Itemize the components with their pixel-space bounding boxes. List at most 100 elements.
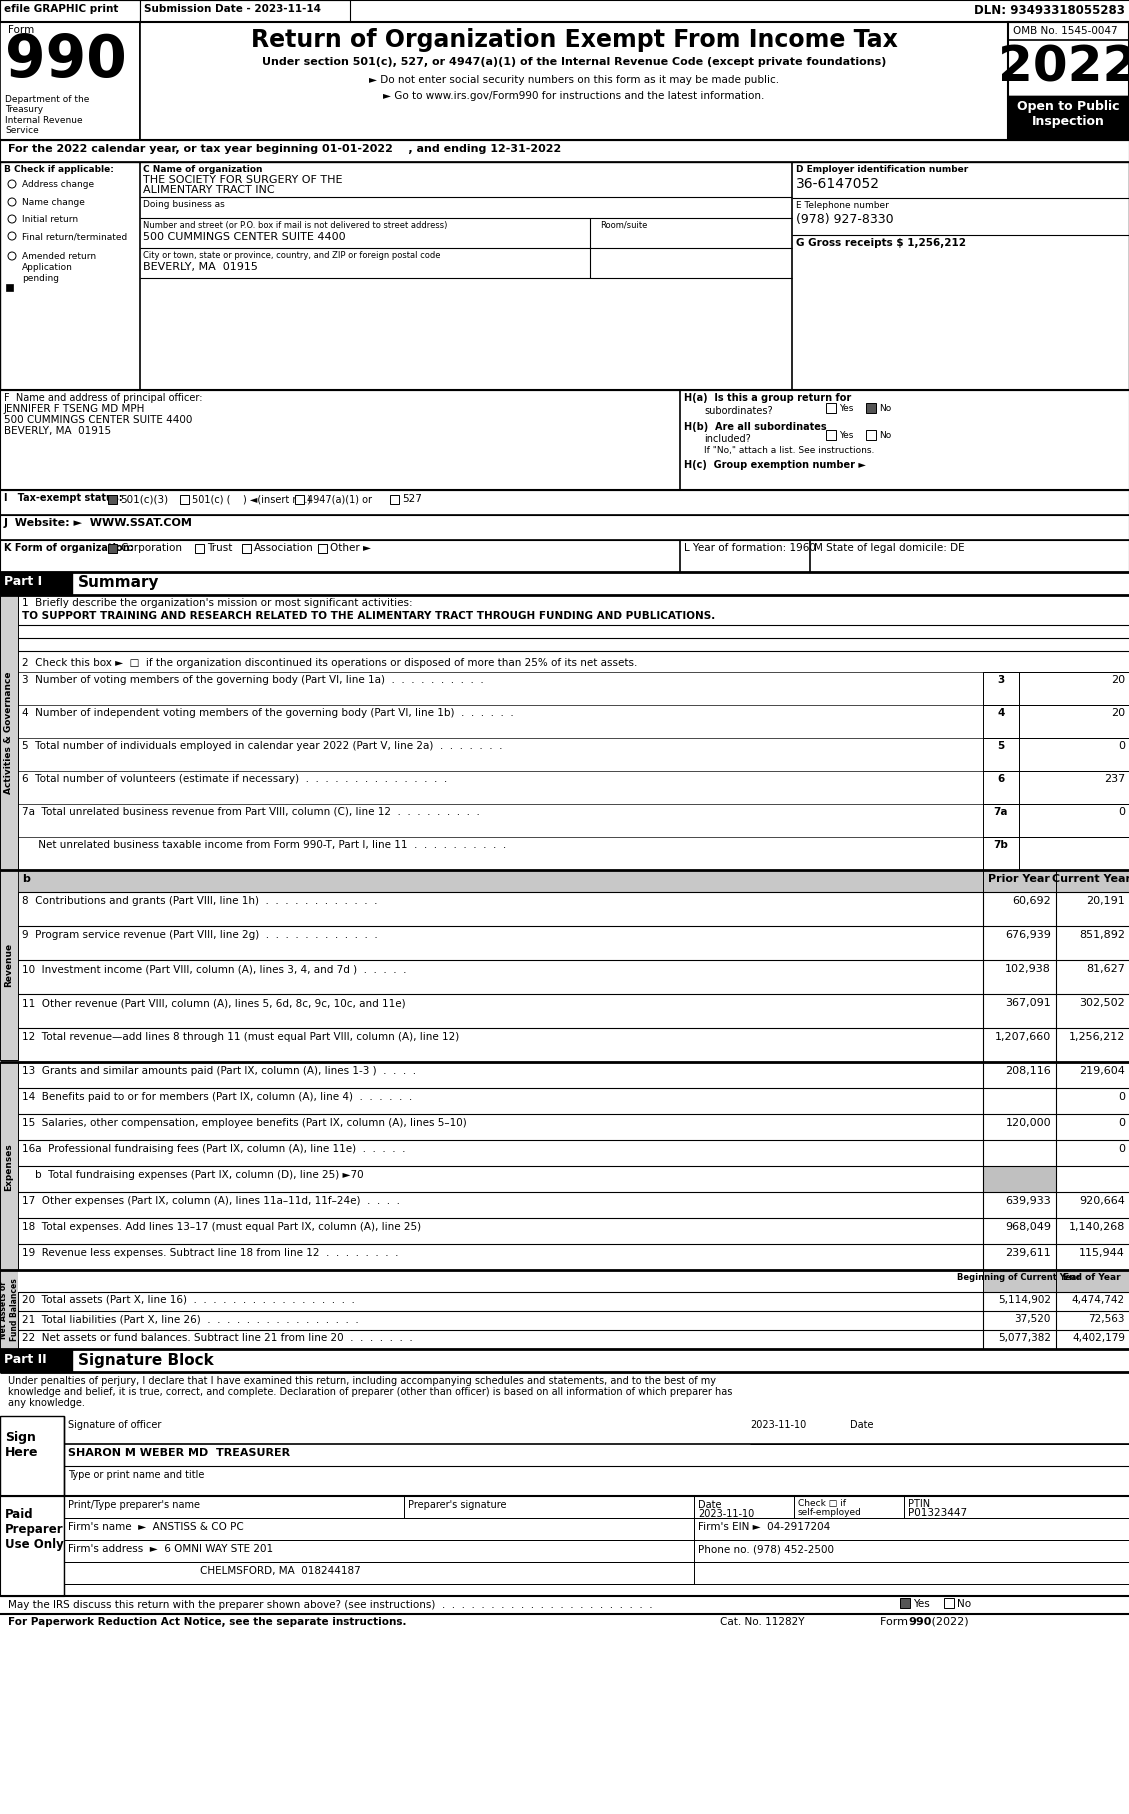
Text: b: b <box>21 874 29 883</box>
Bar <box>0 541 1129 571</box>
Text: No: No <box>957 1598 971 1609</box>
Bar <box>108 495 117 504</box>
Text: 16a  Professional fundraising fees (Part IX, column (A), line 11e)  .  .  .  .  : 16a Professional fundraising fees (Part … <box>21 1145 405 1154</box>
Bar <box>0 571 72 595</box>
Text: No: No <box>879 405 891 414</box>
Text: Paid
Preparer
Use Only: Paid Preparer Use Only <box>5 1507 63 1551</box>
Text: Preparer's signature: Preparer's signature <box>408 1500 507 1509</box>
Text: Prior Year: Prior Year <box>988 874 1050 883</box>
Text: P01323447: P01323447 <box>908 1507 968 1518</box>
Text: 15  Salaries, other compensation, employee benefits (Part IX, column (A), lines : 15 Salaries, other compensation, employe… <box>21 1117 466 1128</box>
Text: K Form of organization:: K Form of organization: <box>5 542 133 553</box>
Text: 10  Investment income (Part VIII, column (A), lines 3, 4, and 7d )  .  .  .  .  : 10 Investment income (Part VIII, column … <box>21 963 406 974</box>
Text: For the 2022 calendar year, or tax year beginning 01-01-2022    , and ending 12-: For the 2022 calendar year, or tax year … <box>8 143 561 154</box>
Text: No: No <box>879 432 891 441</box>
Text: Address change: Address change <box>21 180 94 189</box>
Text: 20: 20 <box>1111 675 1124 686</box>
Text: 20: 20 <box>1111 707 1124 718</box>
Text: 501(c) (    ) ◄(insert no.): 501(c) ( ) ◄(insert no.) <box>192 493 312 504</box>
Text: 5  Total number of individuals employed in calendar year 2022 (Part V, line 2a) : 5 Total number of individuals employed i… <box>21 740 502 751</box>
Text: E Telephone number: E Telephone number <box>796 201 889 210</box>
Bar <box>1008 96 1129 140</box>
Text: End of Year: End of Year <box>1064 1273 1121 1282</box>
Bar <box>866 430 876 441</box>
Text: Yes: Yes <box>913 1598 930 1609</box>
Text: Corporation: Corporation <box>120 542 182 553</box>
Text: (978) 927-8330: (978) 927-8330 <box>796 212 894 227</box>
Text: 208,116: 208,116 <box>1005 1067 1051 1076</box>
Bar <box>295 495 304 504</box>
Text: Open to Public
Inspection: Open to Public Inspection <box>1017 100 1119 129</box>
Text: 302,502: 302,502 <box>1079 998 1124 1009</box>
Bar <box>1019 738 1129 771</box>
Text: 2022: 2022 <box>998 44 1129 91</box>
Text: 0: 0 <box>1118 1092 1124 1101</box>
Text: 115,944: 115,944 <box>1079 1248 1124 1257</box>
Bar <box>0 140 1129 161</box>
Text: 2023-11-10: 2023-11-10 <box>750 1420 806 1429</box>
Bar <box>983 871 1056 892</box>
Text: 12  Total revenue—add lines 8 through 11 (must equal Part VIII, column (A), line: 12 Total revenue—add lines 8 through 11 … <box>21 1032 460 1041</box>
Bar <box>1019 706 1129 738</box>
Text: May the IRS discuss this return with the preparer shown above? (see instructions: May the IRS discuss this return with the… <box>8 1600 653 1611</box>
Text: Check □ if: Check □ if <box>798 1498 846 1507</box>
Text: H(b)  Are all subordinates: H(b) Are all subordinates <box>684 423 826 432</box>
Text: D Employer identification number: D Employer identification number <box>796 165 969 174</box>
Bar <box>826 430 835 441</box>
Bar <box>983 706 1019 738</box>
Bar <box>1019 671 1129 706</box>
Text: 2  Check this box ►  □  if the organization discontinued its operations or dispo: 2 Check this box ► □ if the organization… <box>21 658 638 668</box>
Text: I   Tax-exempt status:: I Tax-exempt status: <box>5 493 123 502</box>
Text: Initial return: Initial return <box>21 216 78 223</box>
Text: 6  Total number of volunteers (estimate if necessary)  .  .  .  .  .  .  .  .  .: 6 Total number of volunteers (estimate i… <box>21 775 447 784</box>
Circle shape <box>8 198 16 207</box>
Bar <box>64 1562 694 1584</box>
Text: 3  Number of voting members of the governing body (Part VI, line 1a)  .  .  .  .: 3 Number of voting members of the govern… <box>21 675 483 686</box>
Text: 8  Contributions and grants (Part VIII, line 1h)  .  .  .  .  .  .  .  .  .  .  : 8 Contributions and grants (Part VIII, l… <box>21 896 377 905</box>
Text: 20,191: 20,191 <box>1086 896 1124 905</box>
Bar <box>1019 771 1129 804</box>
Text: 920,664: 920,664 <box>1079 1195 1124 1206</box>
Text: Current Year: Current Year <box>1052 874 1129 883</box>
Text: 4,474,742: 4,474,742 <box>1071 1295 1124 1304</box>
Text: F  Name and address of principal officer:: F Name and address of principal officer: <box>5 394 202 403</box>
Bar <box>0 390 1129 490</box>
Bar <box>140 22 1008 140</box>
Text: Date: Date <box>698 1500 721 1509</box>
Text: B Check if applicable:: B Check if applicable: <box>5 165 114 174</box>
Bar <box>866 403 876 414</box>
Bar <box>1019 804 1129 836</box>
Text: 501(c)(3): 501(c)(3) <box>120 493 168 504</box>
Text: 4  Number of independent voting members of the governing body (Part VI, line 1b): 4 Number of independent voting members o… <box>21 707 514 718</box>
Text: OMB No. 1545-0047: OMB No. 1545-0047 <box>1013 25 1118 36</box>
Text: 72,563: 72,563 <box>1088 1313 1124 1324</box>
Text: 60,692: 60,692 <box>1013 896 1051 905</box>
Text: 4: 4 <box>997 707 1005 718</box>
Text: Association: Association <box>254 542 314 553</box>
Text: self-employed: self-employed <box>798 1507 861 1517</box>
Bar <box>6 285 14 290</box>
Text: 0: 0 <box>1118 1145 1124 1154</box>
Text: 1,140,268: 1,140,268 <box>1069 1223 1124 1232</box>
Text: CHELMSFORD, MA  018244187: CHELMSFORD, MA 018244187 <box>200 1565 361 1576</box>
Bar <box>944 1598 954 1607</box>
Text: SHARON M WEBER MD  TREASURER: SHARON M WEBER MD TREASURER <box>68 1448 290 1458</box>
Bar <box>64 1540 694 1562</box>
Text: 968,049: 968,049 <box>1005 1223 1051 1232</box>
Text: Firm's EIN ►  04-2917204: Firm's EIN ► 04-2917204 <box>698 1522 830 1533</box>
Bar <box>1056 1270 1129 1292</box>
Bar <box>983 804 1019 836</box>
Text: Form: Form <box>879 1616 911 1627</box>
Bar <box>0 595 18 871</box>
Text: Revenue: Revenue <box>5 943 14 987</box>
Bar <box>390 495 399 504</box>
Text: Date: Date <box>850 1420 874 1429</box>
Text: 5,077,382: 5,077,382 <box>998 1333 1051 1342</box>
Bar <box>242 544 251 553</box>
Bar <box>826 403 835 414</box>
Text: (2022): (2022) <box>928 1616 969 1627</box>
Text: 639,933: 639,933 <box>1005 1195 1051 1206</box>
Text: 500 CUMMINGS CENTER SUITE 4400: 500 CUMMINGS CENTER SUITE 4400 <box>5 415 192 424</box>
Text: Firm's name  ►  ANSTISS & CO PC: Firm's name ► ANSTISS & CO PC <box>68 1522 244 1533</box>
Text: 239,611: 239,611 <box>1005 1248 1051 1257</box>
